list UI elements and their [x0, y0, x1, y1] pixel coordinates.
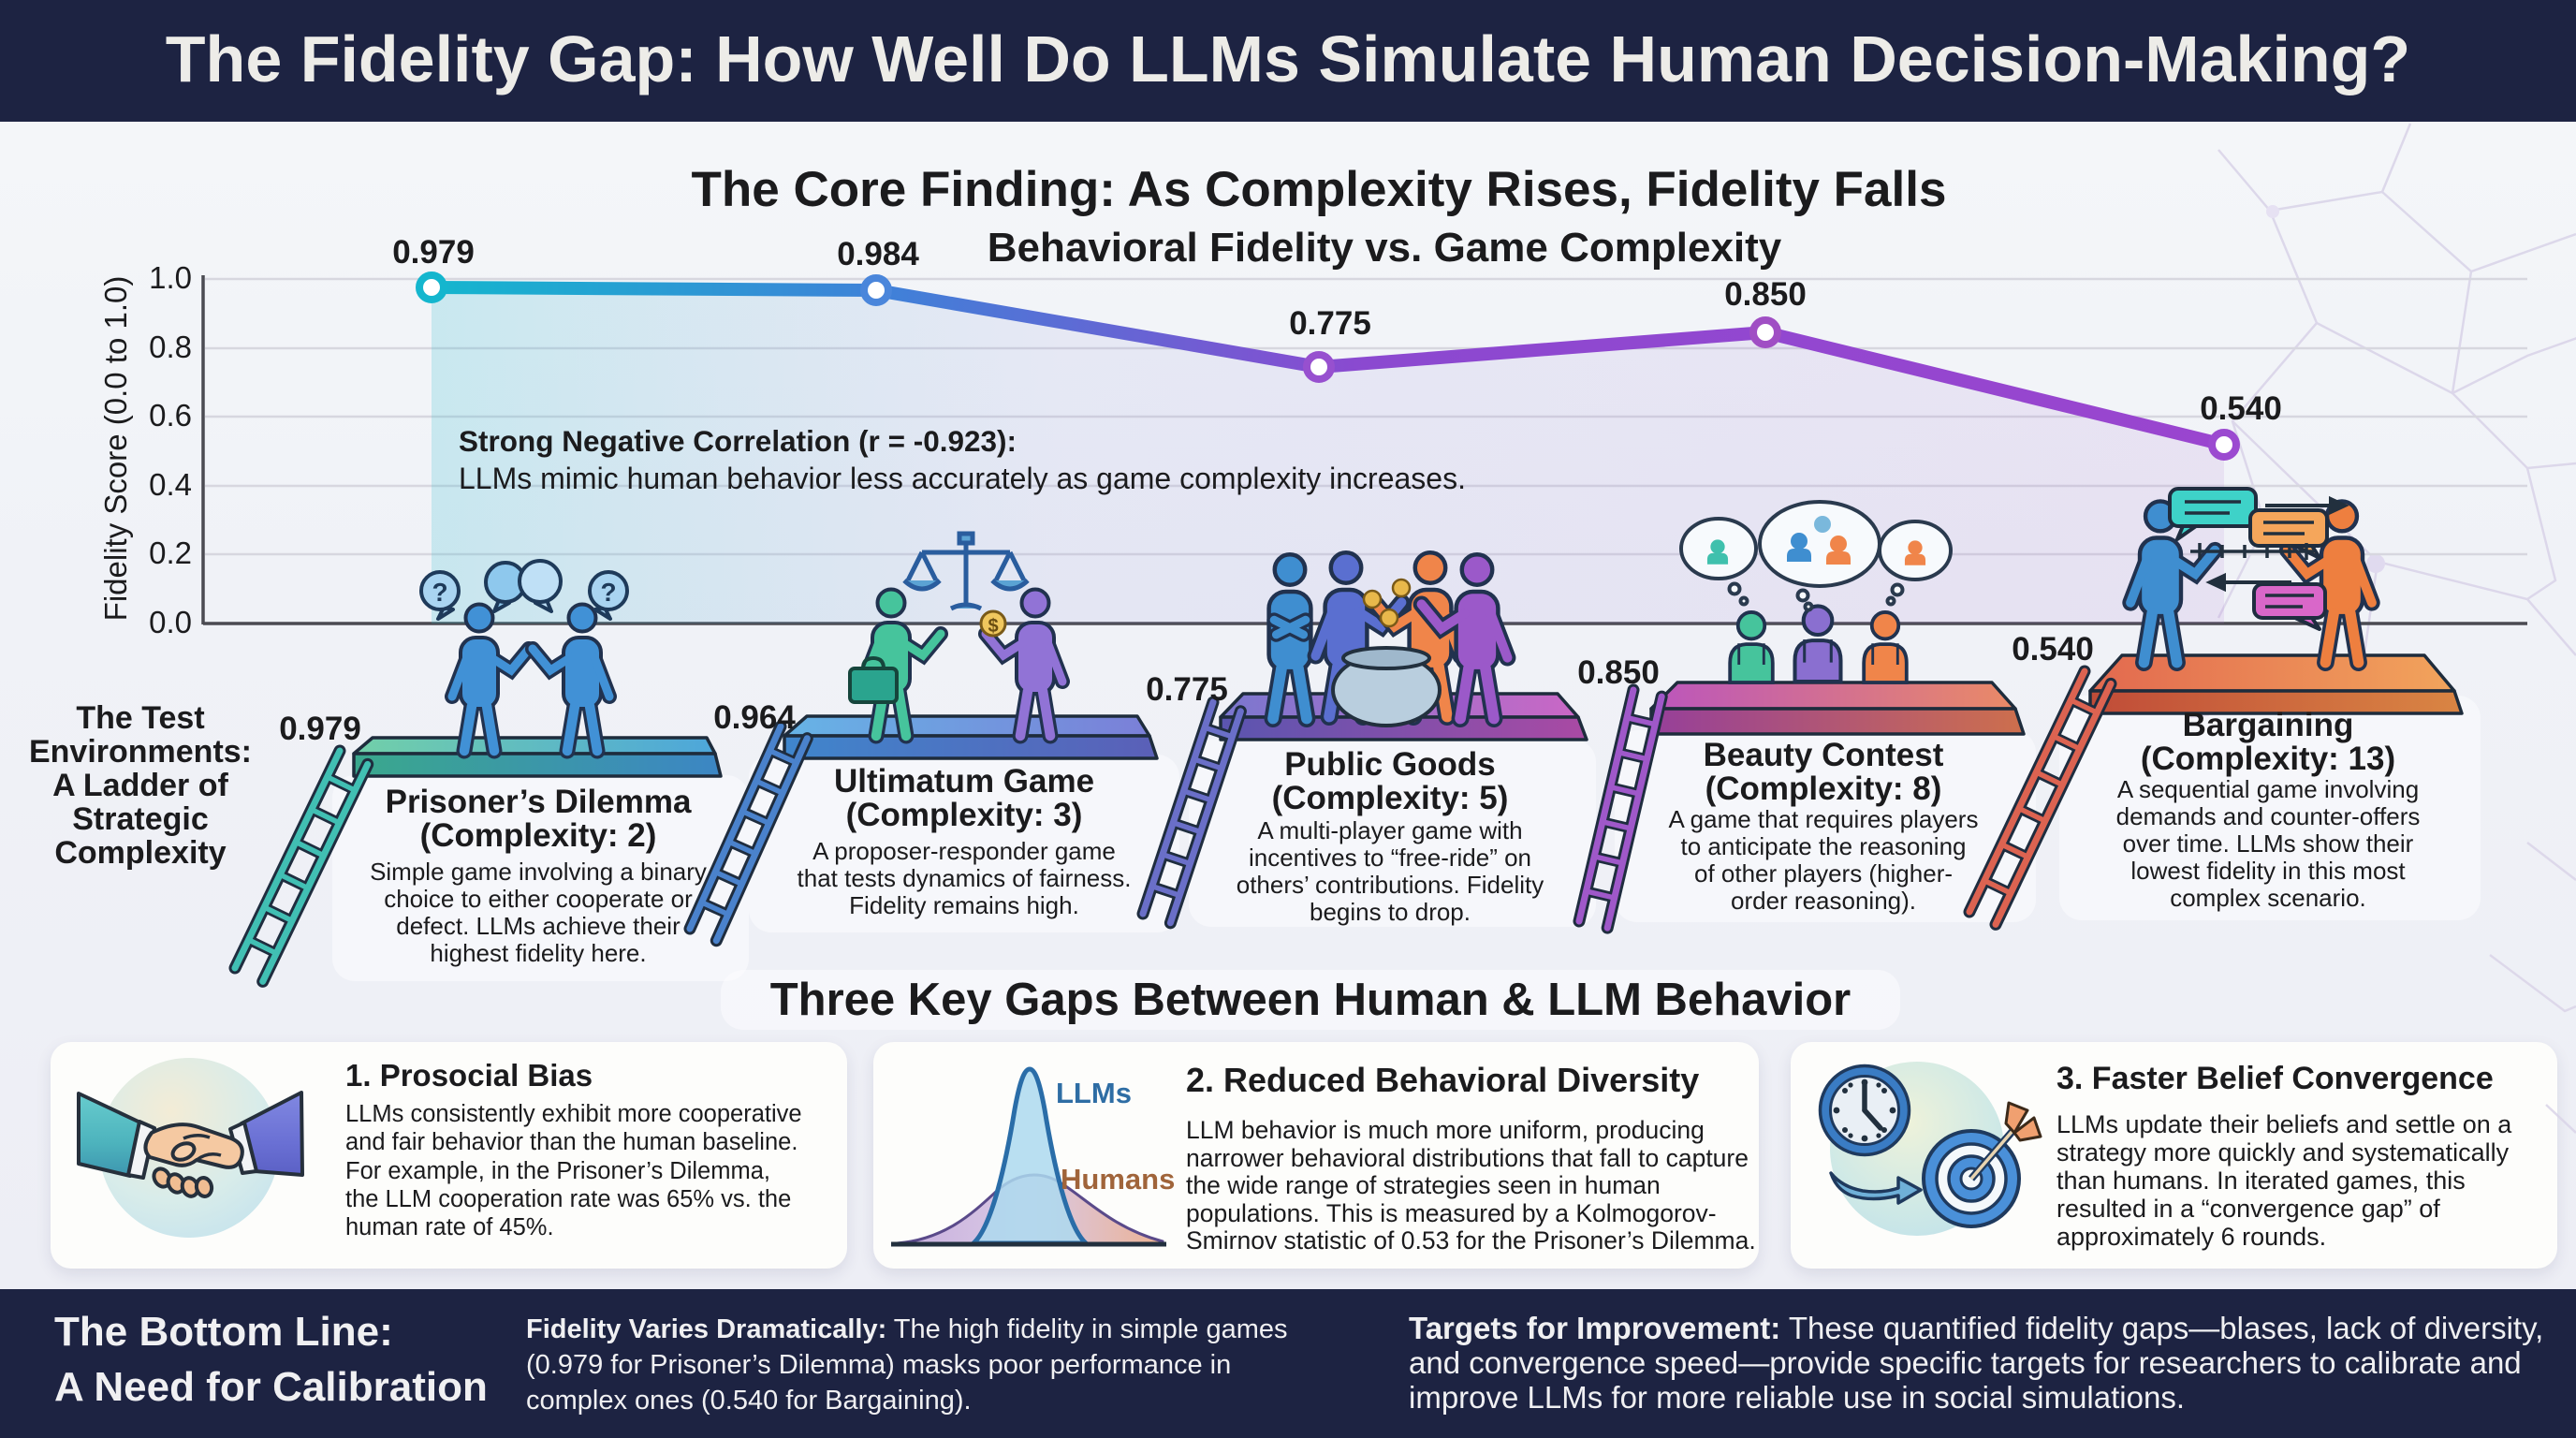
svg-text:?: ?: [600, 578, 616, 607]
svg-text:LLMs: LLMs: [1056, 1077, 1132, 1109]
svg-text:?: ?: [432, 578, 447, 607]
svg-text:Humans: Humans: [1061, 1163, 1175, 1196]
svg-text:$: $: [988, 616, 998, 637]
